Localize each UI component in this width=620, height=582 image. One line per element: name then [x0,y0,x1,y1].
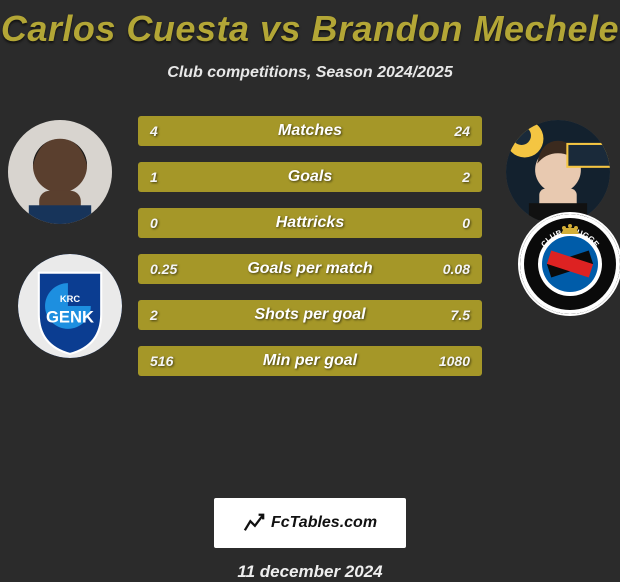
club-right-logo: CLUB BRUGGE [518,212,620,316]
avatar-right-icon [506,120,610,224]
stat-row-hattricks: 0 Hattricks 0 [138,208,482,238]
player-right-photo [506,120,610,224]
genk-logo-icon: KRC GENK [18,254,122,358]
stat-row-goals: 1 Goals 2 [138,162,482,192]
svg-text:GENK: GENK [46,308,94,327]
stat-left-value: 516 [150,353,173,369]
stat-right-value: 2 [462,169,470,185]
stat-row-goals-per-match: 0.25 Goals per match 0.08 [138,254,482,284]
stats-table: 4 Matches 24 1 Goals 2 0 Hattricks 0 0.2… [138,116,482,392]
stat-right-value: 0 [462,215,470,231]
stat-label: Matches [278,122,342,140]
stat-left-value: 1 [150,169,158,185]
stat-right-value: 7.5 [451,307,470,323]
stat-label: Hattricks [276,214,344,232]
fctables-branding[interactable]: FcTables.com [214,498,406,548]
date-label: 11 december 2024 [0,562,620,582]
stat-left-value: 0 [150,215,158,231]
stat-left-value: 2 [150,307,158,323]
stat-row-min-per-goal: 516 Min per goal 1080 [138,346,482,376]
stat-left-value: 0.25 [150,261,177,277]
svg-text:KRC: KRC [60,294,80,304]
comparison-panel: KRC GENK CLUB BRUGGE 4 Matches 24 [0,112,620,492]
stat-right-value: 24 [454,123,470,139]
stat-label: Shots per goal [254,306,365,324]
stat-label: Goals [288,168,332,186]
stat-row-matches: 4 Matches 24 [138,116,482,146]
stat-label: Goals per match [247,260,372,278]
brugge-logo-icon: CLUB BRUGGE [520,214,620,314]
stat-row-shots-per-goal: 2 Shots per goal 7.5 [138,300,482,330]
avatar-left-icon [8,120,112,224]
page-title: Carlos Cuesta vs Brandon Mechele [0,0,620,50]
chart-icon [243,512,265,534]
player-left-photo [8,120,112,224]
club-left-logo: KRC GENK [18,254,122,358]
branding-label: FcTables.com [271,514,377,532]
stat-label: Min per goal [263,352,357,370]
subtitle: Club competitions, Season 2024/2025 [0,64,620,82]
stat-left-value: 4 [150,123,158,139]
stat-right-value: 0.08 [443,261,470,277]
stat-right-value: 1080 [439,353,470,369]
